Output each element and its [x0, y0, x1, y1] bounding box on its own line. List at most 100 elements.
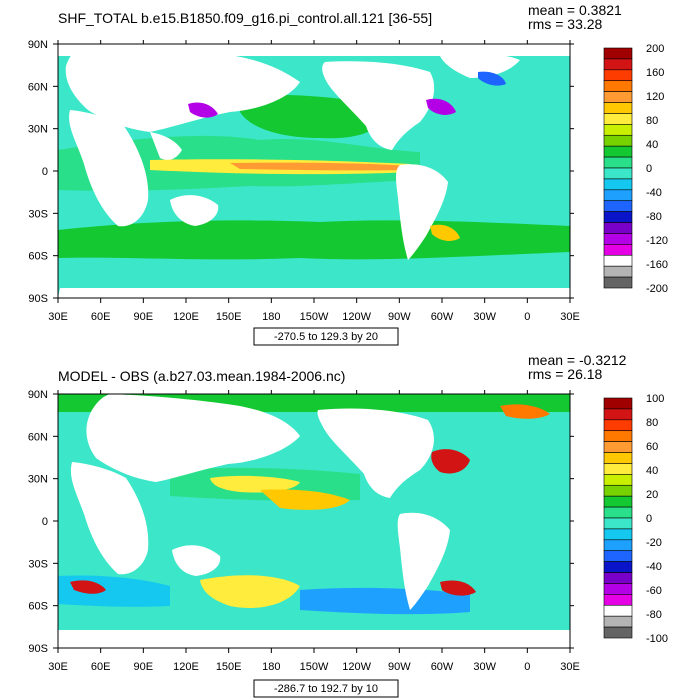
x-tick-label: 60W — [431, 311, 454, 323]
colorbar-swatch — [603, 69, 633, 82]
colorbar-label: 80 — [646, 417, 658, 429]
x-tick-label: 0 — [524, 311, 530, 323]
map-axes: 30E 60E 90E 120E 150E 180 150W 120W 90W 60W 30W 0 30… — [28, 39, 580, 323]
gulfstream-hotspot — [426, 98, 456, 115]
colorbar-label: 60 — [646, 441, 658, 453]
rms-stat: rms = 33.28 — [528, 16, 603, 32]
colorbar-swatch — [603, 495, 633, 508]
colorbar-swatch — [603, 463, 633, 475]
colorbar-label: 0 — [646, 513, 652, 525]
y-tick-label: 90N — [28, 389, 48, 401]
pacific-warm — [210, 475, 300, 493]
colorbar-swatch — [603, 626, 633, 639]
colorbar-swatch — [603, 113, 633, 125]
x-tick-label: 60E — [91, 311, 111, 323]
mean-stat: mean = 0.3821 — [528, 2, 622, 18]
top-map-panel: SHF_TOTAL b.e15.B1850.f09_g16.pi_control… — [28, 2, 668, 346]
antarctica — [58, 630, 570, 648]
colorbar-swatch — [603, 200, 633, 212]
colorbar-swatch — [603, 276, 633, 289]
colorbar-swatch — [603, 233, 633, 245]
colorbar-swatch — [603, 102, 633, 114]
contour-info: -270.5 to 129.3 by 20 — [274, 331, 378, 343]
colorbar-swatch — [603, 222, 633, 234]
x-tick-label: 30W — [473, 311, 496, 323]
colorbar-swatch — [603, 583, 633, 595]
colorbar-swatch — [603, 91, 633, 103]
x-tick-label: 150E — [216, 311, 242, 323]
kuroshio-hotspot — [188, 102, 218, 118]
colorbar-label: -80 — [646, 609, 662, 621]
colorbar-swatch — [603, 419, 633, 432]
x-tick-label: 90E — [134, 311, 154, 323]
contour-info-box — [253, 679, 399, 698]
colorbar-swatch — [603, 124, 633, 136]
y-tick-label: 90S — [28, 293, 48, 305]
colorbar-label: 40 — [646, 139, 658, 151]
colorbar-swatch — [603, 80, 633, 92]
y-tick-label: 30S — [28, 558, 48, 570]
colorbar-swatch — [603, 178, 633, 191]
map-title: SHF_TOTAL b.e15.B1850.f09_g16.pi_control… — [58, 10, 432, 26]
falklands-hotspot — [440, 580, 476, 596]
bottom-map-figure: MODEL - OBS (a.b27.03.mean.1984-2006.nc)… — [28, 352, 668, 698]
pacific-warm-2 — [260, 489, 350, 510]
colorbar-swatch — [603, 244, 633, 256]
x-tick-label: 150W — [300, 661, 329, 673]
x-tick-label: 0 — [524, 661, 530, 673]
colorbar-swatch — [603, 528, 633, 541]
colorbar-swatch — [603, 145, 633, 158]
x-tick-label: 30E — [560, 661, 580, 673]
colorbar-swatch — [603, 550, 633, 562]
colorbar-swatch — [603, 47, 633, 60]
land-australia — [172, 545, 221, 576]
x-tick-label: 180 — [262, 311, 280, 323]
colorbar-swatch — [603, 156, 633, 169]
colorbar-label: 160 — [646, 67, 664, 79]
agulhas-hotspot — [70, 580, 106, 594]
x-tick-label: 60W — [431, 661, 454, 673]
land-south-america — [397, 512, 450, 610]
colorbar-label: -40 — [646, 561, 662, 573]
south-pacific-warm — [200, 575, 300, 608]
colorbar-label: -20 — [646, 537, 662, 549]
nordic-hotspot — [478, 71, 506, 86]
land-south-america — [396, 164, 448, 260]
land-eurasia — [86, 394, 300, 482]
x-tick-label: 120E — [173, 661, 199, 673]
colorbar-swatch — [603, 58, 633, 71]
southern-ocean-cool — [300, 587, 470, 615]
gulfstream-hotspot — [431, 449, 470, 474]
colorbar-label: -120 — [646, 235, 668, 247]
y-tick-label: 60N — [28, 81, 48, 93]
map-axes: 30E 60E 90E 120E 150E 180 150W 120W 90W 60W 30W 0 30… — [28, 389, 580, 673]
equatorial-hot — [230, 162, 408, 171]
y-tick-label: 30N — [28, 124, 48, 136]
x-tick-label: 120W — [342, 311, 371, 323]
colorbar-label: 20 — [646, 489, 658, 501]
southern-band — [58, 220, 570, 260]
x-tick-label: 150E — [216, 661, 242, 673]
colorbar-label: 40 — [646, 465, 658, 477]
pacific-north-patch — [240, 94, 382, 139]
colorbar-label: -80 — [646, 211, 662, 223]
colorbar-swatch — [603, 397, 633, 410]
y-tick-label: 90S — [28, 643, 48, 655]
x-tick-label: 30E — [560, 311, 580, 323]
colorbar-swatch — [603, 506, 633, 519]
colorbar-label: 0 — [646, 163, 652, 175]
map-field — [58, 394, 570, 648]
antarctica — [58, 288, 570, 298]
x-tick-label: 120E — [173, 311, 199, 323]
falklands-hotspot — [430, 224, 460, 241]
rms-stat: rms = 26.18 — [528, 366, 603, 382]
x-tick-label: 120W — [342, 661, 371, 673]
colorbar-label: -160 — [646, 259, 668, 271]
x-tick-label: 30W — [473, 661, 496, 673]
top-map-figure: SHF_TOTAL b.e15.B1850.f09_g16.pi_control… — [28, 2, 668, 346]
colorbar-swatch — [603, 539, 633, 552]
colorbar-swatch — [603, 517, 633, 530]
colorbar-swatch — [603, 594, 633, 606]
contour-info: -286.7 to 192.7 by 10 — [274, 683, 378, 695]
x-tick-label: 180 — [262, 661, 280, 673]
